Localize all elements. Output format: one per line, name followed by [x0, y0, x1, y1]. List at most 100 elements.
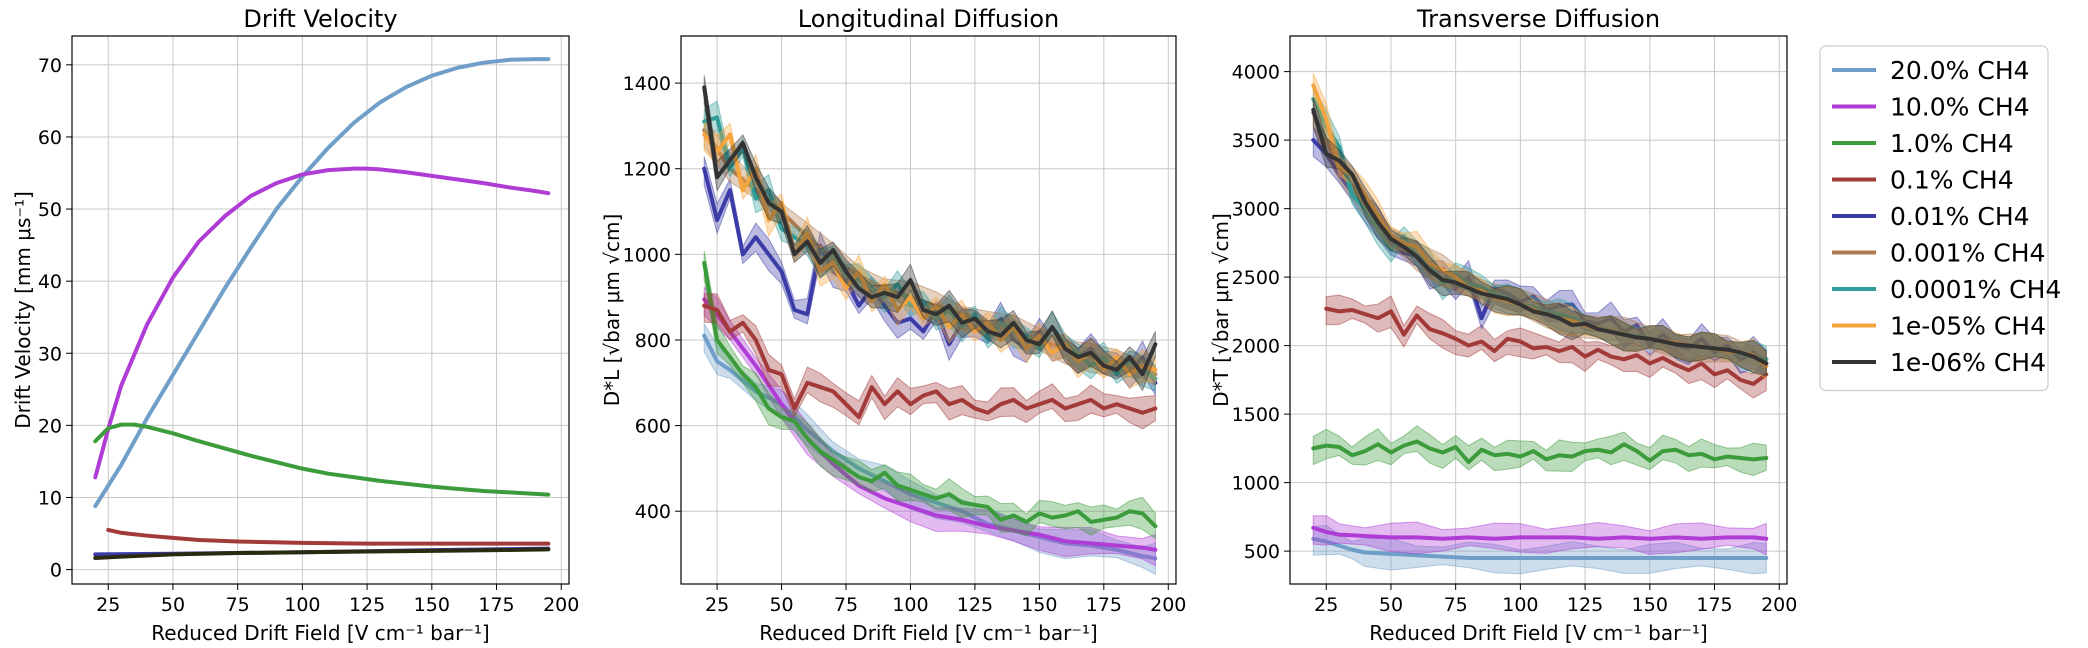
x-tick-label: 100 — [1502, 594, 1538, 616]
band-1e-06-ch4 — [703, 75, 1156, 392]
legend-entry: 0.001% CH4 — [1832, 239, 2045, 268]
x-tick-label: 150 — [1021, 594, 1057, 616]
x-tick-label: 175 — [1086, 594, 1122, 616]
legend: 20.0% CH4 10.0% CH4 1.0% CH4 0.1% CH4 0.01% … — [1819, 45, 2061, 392]
line-1e-06-ch4 — [702, 85, 1158, 377]
legend-label: 10.0% CH4 — [1890, 93, 2030, 122]
line-1e-06-ch4 — [93, 547, 551, 561]
x-tick-label: 50 — [769, 594, 793, 616]
y-tick-label: 50 — [38, 199, 62, 221]
chart-title: Drift Velocity — [243, 5, 397, 33]
y-tick-label: 60 — [38, 127, 62, 149]
x-tick-label: 125 — [957, 594, 993, 616]
y-tick-label: 30 — [38, 343, 62, 365]
series-group — [1311, 73, 1769, 575]
x-tick-label: 100 — [892, 594, 928, 616]
legend-entry: 20.0% CH4 — [1832, 56, 2030, 85]
y-tick-label: 3500 — [1232, 130, 1280, 152]
x-axis-label: Reduced Drift Field [V cm⁻¹ bar⁻¹] — [151, 621, 489, 645]
line-10-0-ch4 — [1311, 525, 1769, 541]
x-tick-label: 150 — [1632, 594, 1668, 616]
band-1-0-ch4 — [703, 250, 1156, 540]
x-axis-label: Reduced Drift Field [V cm⁻¹ bar⁻¹] — [1369, 621, 1707, 645]
y-axis-label: D*L [√bar μm √cm] — [600, 214, 624, 407]
line-1-0-ch4 — [1311, 439, 1769, 465]
line-0-1-ch4 — [106, 527, 551, 546]
y-axis-label: Drift Velocity [mm μs⁻¹] — [11, 191, 35, 429]
line-1-0-ch4 — [93, 422, 551, 497]
line-10-0-ch4 — [702, 297, 1158, 552]
legend-label: 1e-05% CH4 — [1890, 312, 2046, 341]
legend-box — [1819, 45, 2049, 392]
legend-entry: 1.0% CH4 — [1832, 129, 2014, 158]
series-group — [702, 75, 1158, 576]
line-0-1-ch4 — [702, 303, 1158, 420]
legend-entry: 0.0001% CH4 — [1832, 275, 2061, 304]
x-tick-label: 175 — [478, 594, 514, 616]
legend-entry: 10.0% CH4 — [1832, 93, 2030, 122]
y-tick-label: 1500 — [1232, 404, 1280, 426]
line-1-0-ch4 — [702, 260, 1158, 529]
legend-entry: 1e-06% CH4 — [1832, 348, 2046, 377]
band-10-0-ch4 — [1312, 515, 1767, 556]
y-tick-label: 800 — [635, 330, 671, 352]
x-tick-label: 75 — [834, 594, 858, 616]
x-tick-label: 200 — [1761, 594, 1797, 616]
chart-title: Transverse Diffusion — [1416, 5, 1660, 33]
y-axis-label: D*T [√bar μm √cm] — [1209, 213, 1233, 407]
y-tick-label: 2000 — [1232, 336, 1280, 358]
panels: 25 50 75 100 125 150 175 200010203040506070Drif… — [11, 5, 1797, 645]
y-tick-label: 70 — [38, 55, 62, 77]
y-tick-label: 600 — [635, 416, 671, 438]
x-tick-label: 125 — [1567, 594, 1603, 616]
legend-label: 1e-06% CH4 — [1890, 348, 2046, 377]
x-tick-label: 150 — [414, 594, 450, 616]
legend-entry: 0.01% CH4 — [1832, 202, 2030, 231]
legend-label: 0.0001% CH4 — [1890, 275, 2061, 304]
panel-transverse-diffusion: 25 50 75 100 125 150 175 200 500 1000 1500 2000 2500… — [1209, 5, 1797, 645]
legend-entry: 0.1% CH4 — [1832, 166, 2014, 195]
y-tick-label: 2500 — [1232, 267, 1280, 289]
legend-label: 1.0% CH4 — [1890, 129, 2014, 158]
x-tick-label: 25 — [705, 594, 729, 616]
panel-drift-velocity: 25 50 75 100 125 150 175 200 0 10 20 30 40 50 60 70 Drif… — [11, 5, 579, 645]
x-tick-label: 25 — [1314, 594, 1338, 616]
legend-label: 20.0% CH4 — [1890, 56, 2030, 85]
y-tick-label: 1200 — [623, 159, 671, 181]
line-20-0-ch4 — [1311, 536, 1769, 560]
x-tick-label: 50 — [161, 594, 185, 616]
x-tick-label: 25 — [96, 594, 120, 616]
band-20-0-ch4 — [1312, 524, 1767, 575]
panel-longitudinal-diffusion: 25 50 75 100 125 150 175 200 400 600 800 1000 1200 14… — [600, 5, 1186, 645]
y-tick-label: 400 — [635, 501, 671, 523]
line-1e-06-ch4 — [1311, 107, 1769, 366]
x-axis-label: Reduced Drift Field [V cm⁻¹ bar⁻¹] — [759, 621, 1097, 645]
x-tick-label: 200 — [543, 594, 579, 616]
line-10-0-ch4 — [93, 166, 551, 480]
band-0-1-ch4 — [703, 293, 1156, 430]
chart-title: Longitudinal Diffusion — [798, 5, 1059, 33]
x-tick-label: 125 — [349, 594, 385, 616]
y-tick-label: 10 — [38, 487, 62, 509]
line-0-1-ch4 — [1324, 306, 1769, 386]
legend-label: 0.001% CH4 — [1890, 239, 2045, 268]
y-tick-label: 1400 — [623, 73, 671, 95]
y-tick-label: 20 — [38, 415, 62, 437]
x-tick-label: 75 — [226, 594, 250, 616]
band-1e-06-ch4 — [1312, 97, 1767, 377]
series-group — [93, 57, 551, 561]
x-tick-label: 200 — [1150, 594, 1186, 616]
x-tick-label: 175 — [1696, 594, 1732, 616]
legend-label: 0.1% CH4 — [1890, 166, 2014, 195]
legend-label: 0.01% CH4 — [1890, 202, 2030, 231]
band-1-0-ch4 — [1312, 425, 1767, 477]
line-20-0-ch4 — [93, 57, 551, 509]
y-tick-label: 40 — [38, 271, 62, 293]
x-tick-label: 100 — [284, 594, 320, 616]
plot-frame — [680, 35, 1177, 585]
y-tick-label: 0 — [50, 560, 62, 582]
x-tick-label: 50 — [1379, 594, 1403, 616]
y-tick-label: 4000 — [1232, 62, 1280, 84]
y-tick-label: 500 — [1244, 541, 1280, 563]
x-tick-label: 75 — [1444, 594, 1468, 616]
